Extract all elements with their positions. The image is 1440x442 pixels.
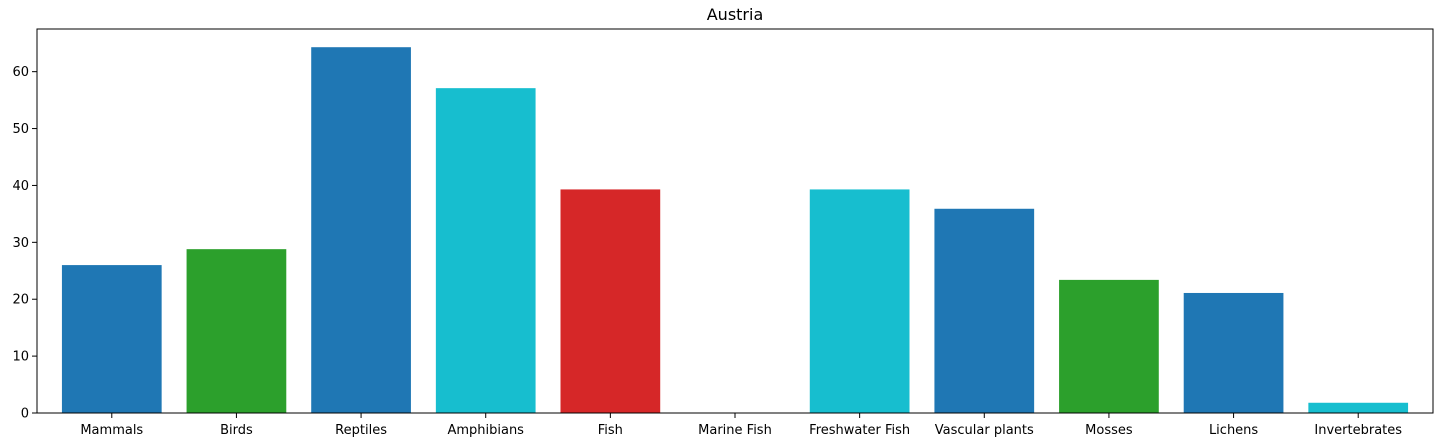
x-tick-label: Fish	[598, 423, 623, 438]
y-tick-label: 10	[12, 350, 29, 365]
x-tick-label: Mammals	[80, 423, 143, 438]
x-tick-label: Freshwater Fish	[809, 423, 910, 438]
bar-birds	[186, 249, 287, 413]
plot-frame	[36, 28, 1434, 414]
bar-fish	[560, 189, 661, 413]
y-axis: 0 10 20 30 40 50 60	[12, 65, 37, 422]
y-tick-label: 30	[12, 236, 29, 251]
bar-lichens	[1183, 292, 1284, 413]
bars	[61, 47, 1409, 414]
y-tick-label: 0	[21, 407, 29, 422]
bar-amphibians	[435, 88, 536, 414]
bar-vascular-plants	[934, 208, 1035, 413]
bar-invertebrates	[1308, 402, 1409, 413]
x-tick-label: Lichens	[1209, 423, 1258, 438]
bar-mosses	[1059, 279, 1159, 413]
x-tick-label: Reptiles	[335, 423, 387, 438]
x-tick-label: Marine Fish	[698, 423, 772, 438]
y-tick-label: 50	[12, 122, 29, 137]
bar-mammals	[61, 265, 162, 413]
bar-reptiles	[311, 47, 411, 414]
chart-title: Austria	[707, 5, 764, 24]
bar-freshwater-fish	[809, 189, 910, 413]
x-tick-label: Amphibians	[447, 423, 524, 438]
x-tick-label: Vascular plants	[935, 423, 1034, 438]
x-tick-label: Birds	[220, 423, 253, 438]
y-tick-label: 40	[12, 179, 29, 194]
x-tick-label: Mosses	[1085, 423, 1133, 438]
x-axis: Mammals Birds Reptiles Amphibians Fish Marine…	[80, 413, 1402, 438]
y-tick-label: 20	[12, 293, 29, 308]
y-tick-label: 60	[12, 65, 29, 80]
x-tick-label: Invertebrates	[1314, 423, 1402, 438]
